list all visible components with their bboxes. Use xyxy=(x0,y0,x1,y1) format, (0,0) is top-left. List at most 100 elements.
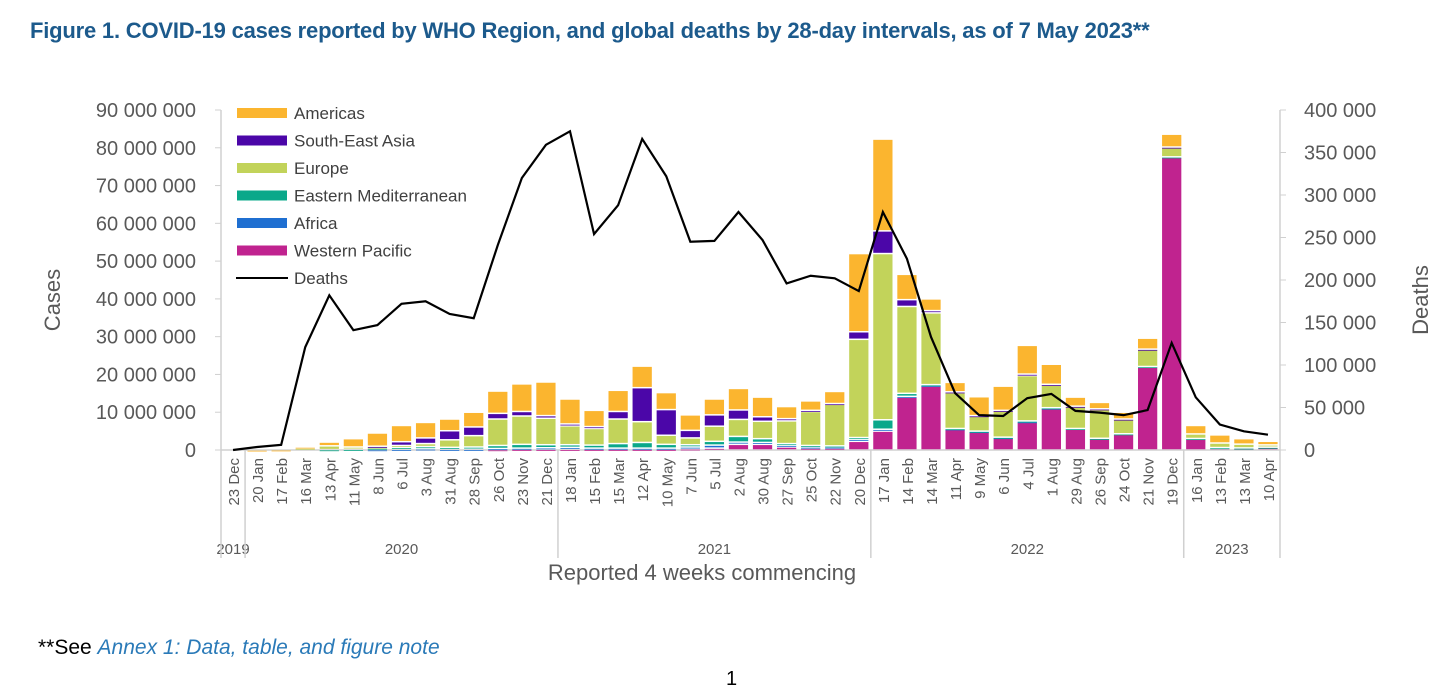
bar-western-pacific xyxy=(825,448,845,450)
bar-africa xyxy=(488,449,508,451)
bar-europe xyxy=(969,416,989,431)
x-tick-label: 14 Feb xyxy=(900,458,917,505)
legend-label-eastern-mediterranean: Eastern Mediterranean xyxy=(294,187,467,206)
bar-eastern-mediterranean xyxy=(560,445,580,447)
bar-europe xyxy=(512,416,532,444)
bar-south-east-asia xyxy=(728,410,749,419)
bar-western-pacific xyxy=(873,431,893,450)
legend-swatch-americas xyxy=(237,108,287,118)
bar-south-east-asia xyxy=(1113,419,1134,421)
bar-americas xyxy=(752,397,773,417)
bar-europe xyxy=(1234,444,1254,448)
x-tick-label: 6 Jun xyxy=(996,458,1013,495)
bar-western-pacific xyxy=(704,448,725,450)
bar-africa xyxy=(560,448,580,449)
bar-western-pacific xyxy=(1162,157,1182,450)
year-label: 2020 xyxy=(385,541,418,558)
bar-europe xyxy=(1113,420,1134,434)
x-tick-label: 8 Jun xyxy=(370,458,387,495)
annex-link[interactable]: Annex 1: Data, table, and figure note xyxy=(97,636,440,659)
bar-europe xyxy=(319,446,339,449)
bar-europe xyxy=(1186,434,1206,438)
y2-tick-label: 150 000 xyxy=(1304,313,1376,335)
bar-americas xyxy=(776,407,797,418)
bar-south-east-asia xyxy=(608,412,628,419)
bar-americas xyxy=(560,399,580,424)
bar-eastern-mediterranean xyxy=(464,447,484,449)
deaths-line xyxy=(232,129,1269,452)
bar-americas xyxy=(1258,442,1278,445)
x-tick-label: 13 Apr xyxy=(322,458,339,501)
bar-south-east-asia xyxy=(1089,409,1110,411)
bar-south-east-asia xyxy=(897,300,917,306)
x-tick-label: 27 Sep xyxy=(780,458,797,506)
bar-south-east-asia xyxy=(873,231,893,253)
year-label: 2021 xyxy=(698,541,731,558)
bar-europe xyxy=(367,447,388,449)
x-tick-label: 7 Jun xyxy=(683,458,700,495)
bar-americas xyxy=(488,391,508,413)
bar-eastern-mediterranean xyxy=(1162,157,1182,159)
x-tick-label: 19 Dec xyxy=(1165,458,1182,506)
x-tick-label: 13 Feb xyxy=(1213,458,1230,505)
bar-south-east-asia xyxy=(488,414,508,419)
bar-africa xyxy=(704,445,725,448)
bar-europe xyxy=(632,422,652,442)
y-tick-label: 0 xyxy=(185,440,196,462)
legend-label-south-east-asia: South-East Asia xyxy=(294,132,416,151)
bar-europe xyxy=(608,419,628,443)
bar-eastern-mediterranean xyxy=(752,439,773,442)
x-tick-label: 16 Mar xyxy=(298,458,315,505)
y-tick-label: 50 000 000 xyxy=(96,251,196,273)
bar-western-pacific xyxy=(1065,429,1086,450)
bar-eastern-mediterranean xyxy=(367,448,388,450)
bar-americas xyxy=(704,399,725,415)
x-tick-label: 13 Mar xyxy=(1237,458,1254,505)
y-tick-label: 70 000 000 xyxy=(96,176,196,198)
bar-eastern-mediterranean xyxy=(488,446,508,448)
x-tick-label: 6 Jul xyxy=(395,458,412,490)
bar-europe xyxy=(752,422,773,438)
x-tick-label: 20 Jan xyxy=(250,458,267,503)
x-tick-label: 23 Dec xyxy=(226,458,243,506)
x-tick-label: 12 Apr xyxy=(635,458,652,501)
bar-western-pacific xyxy=(776,447,797,450)
bar-americas xyxy=(1017,346,1037,374)
page-number: 1 xyxy=(726,668,738,690)
x-tick-label: 23 Nov xyxy=(515,458,532,506)
bar-eastern-mediterranean xyxy=(415,447,436,449)
bar-eastern-mediterranean xyxy=(1089,439,1110,440)
bar-americas xyxy=(1137,338,1158,349)
bar-south-east-asia xyxy=(993,411,1013,412)
x-tick-label: 25 Oct xyxy=(804,457,821,502)
bar-western-pacific xyxy=(752,445,773,450)
x-tick-label: 1 Aug xyxy=(1044,458,1061,496)
bar-south-east-asia xyxy=(825,404,845,406)
bar-eastern-mediterranean xyxy=(1210,448,1230,450)
bar-europe xyxy=(536,419,556,444)
y2-axis-title: Deaths xyxy=(1408,265,1433,335)
bar-americas xyxy=(295,447,315,449)
y-tick-label: 40 000 000 xyxy=(96,289,196,311)
bar-europe xyxy=(464,436,484,447)
x-tick-label: 15 Feb xyxy=(587,458,604,505)
x-tick-label: 30 Aug xyxy=(756,458,773,505)
bar-eastern-mediterranean xyxy=(728,437,749,442)
x-tick-label: 4 Jul xyxy=(1020,458,1037,490)
bar-western-pacific xyxy=(560,449,580,451)
bar-western-pacific xyxy=(993,438,1013,450)
bar-africa xyxy=(391,449,412,451)
bar-eastern-mediterranean xyxy=(680,445,700,447)
bar-europe xyxy=(1258,445,1278,447)
bar-south-east-asia xyxy=(1041,385,1061,386)
bar-south-east-asia xyxy=(391,442,412,445)
legend-swatch-africa xyxy=(237,218,287,228)
x-tick-label: 29 Aug xyxy=(1068,458,1085,505)
bar-eastern-mediterranean xyxy=(873,420,893,429)
bar-europe xyxy=(825,405,845,446)
bar-eastern-mediterranean xyxy=(1113,434,1134,436)
bar-americas xyxy=(464,412,484,427)
bar-americas xyxy=(1234,439,1254,444)
y-axis-title: Cases xyxy=(40,269,65,331)
bar-americas xyxy=(656,393,676,409)
